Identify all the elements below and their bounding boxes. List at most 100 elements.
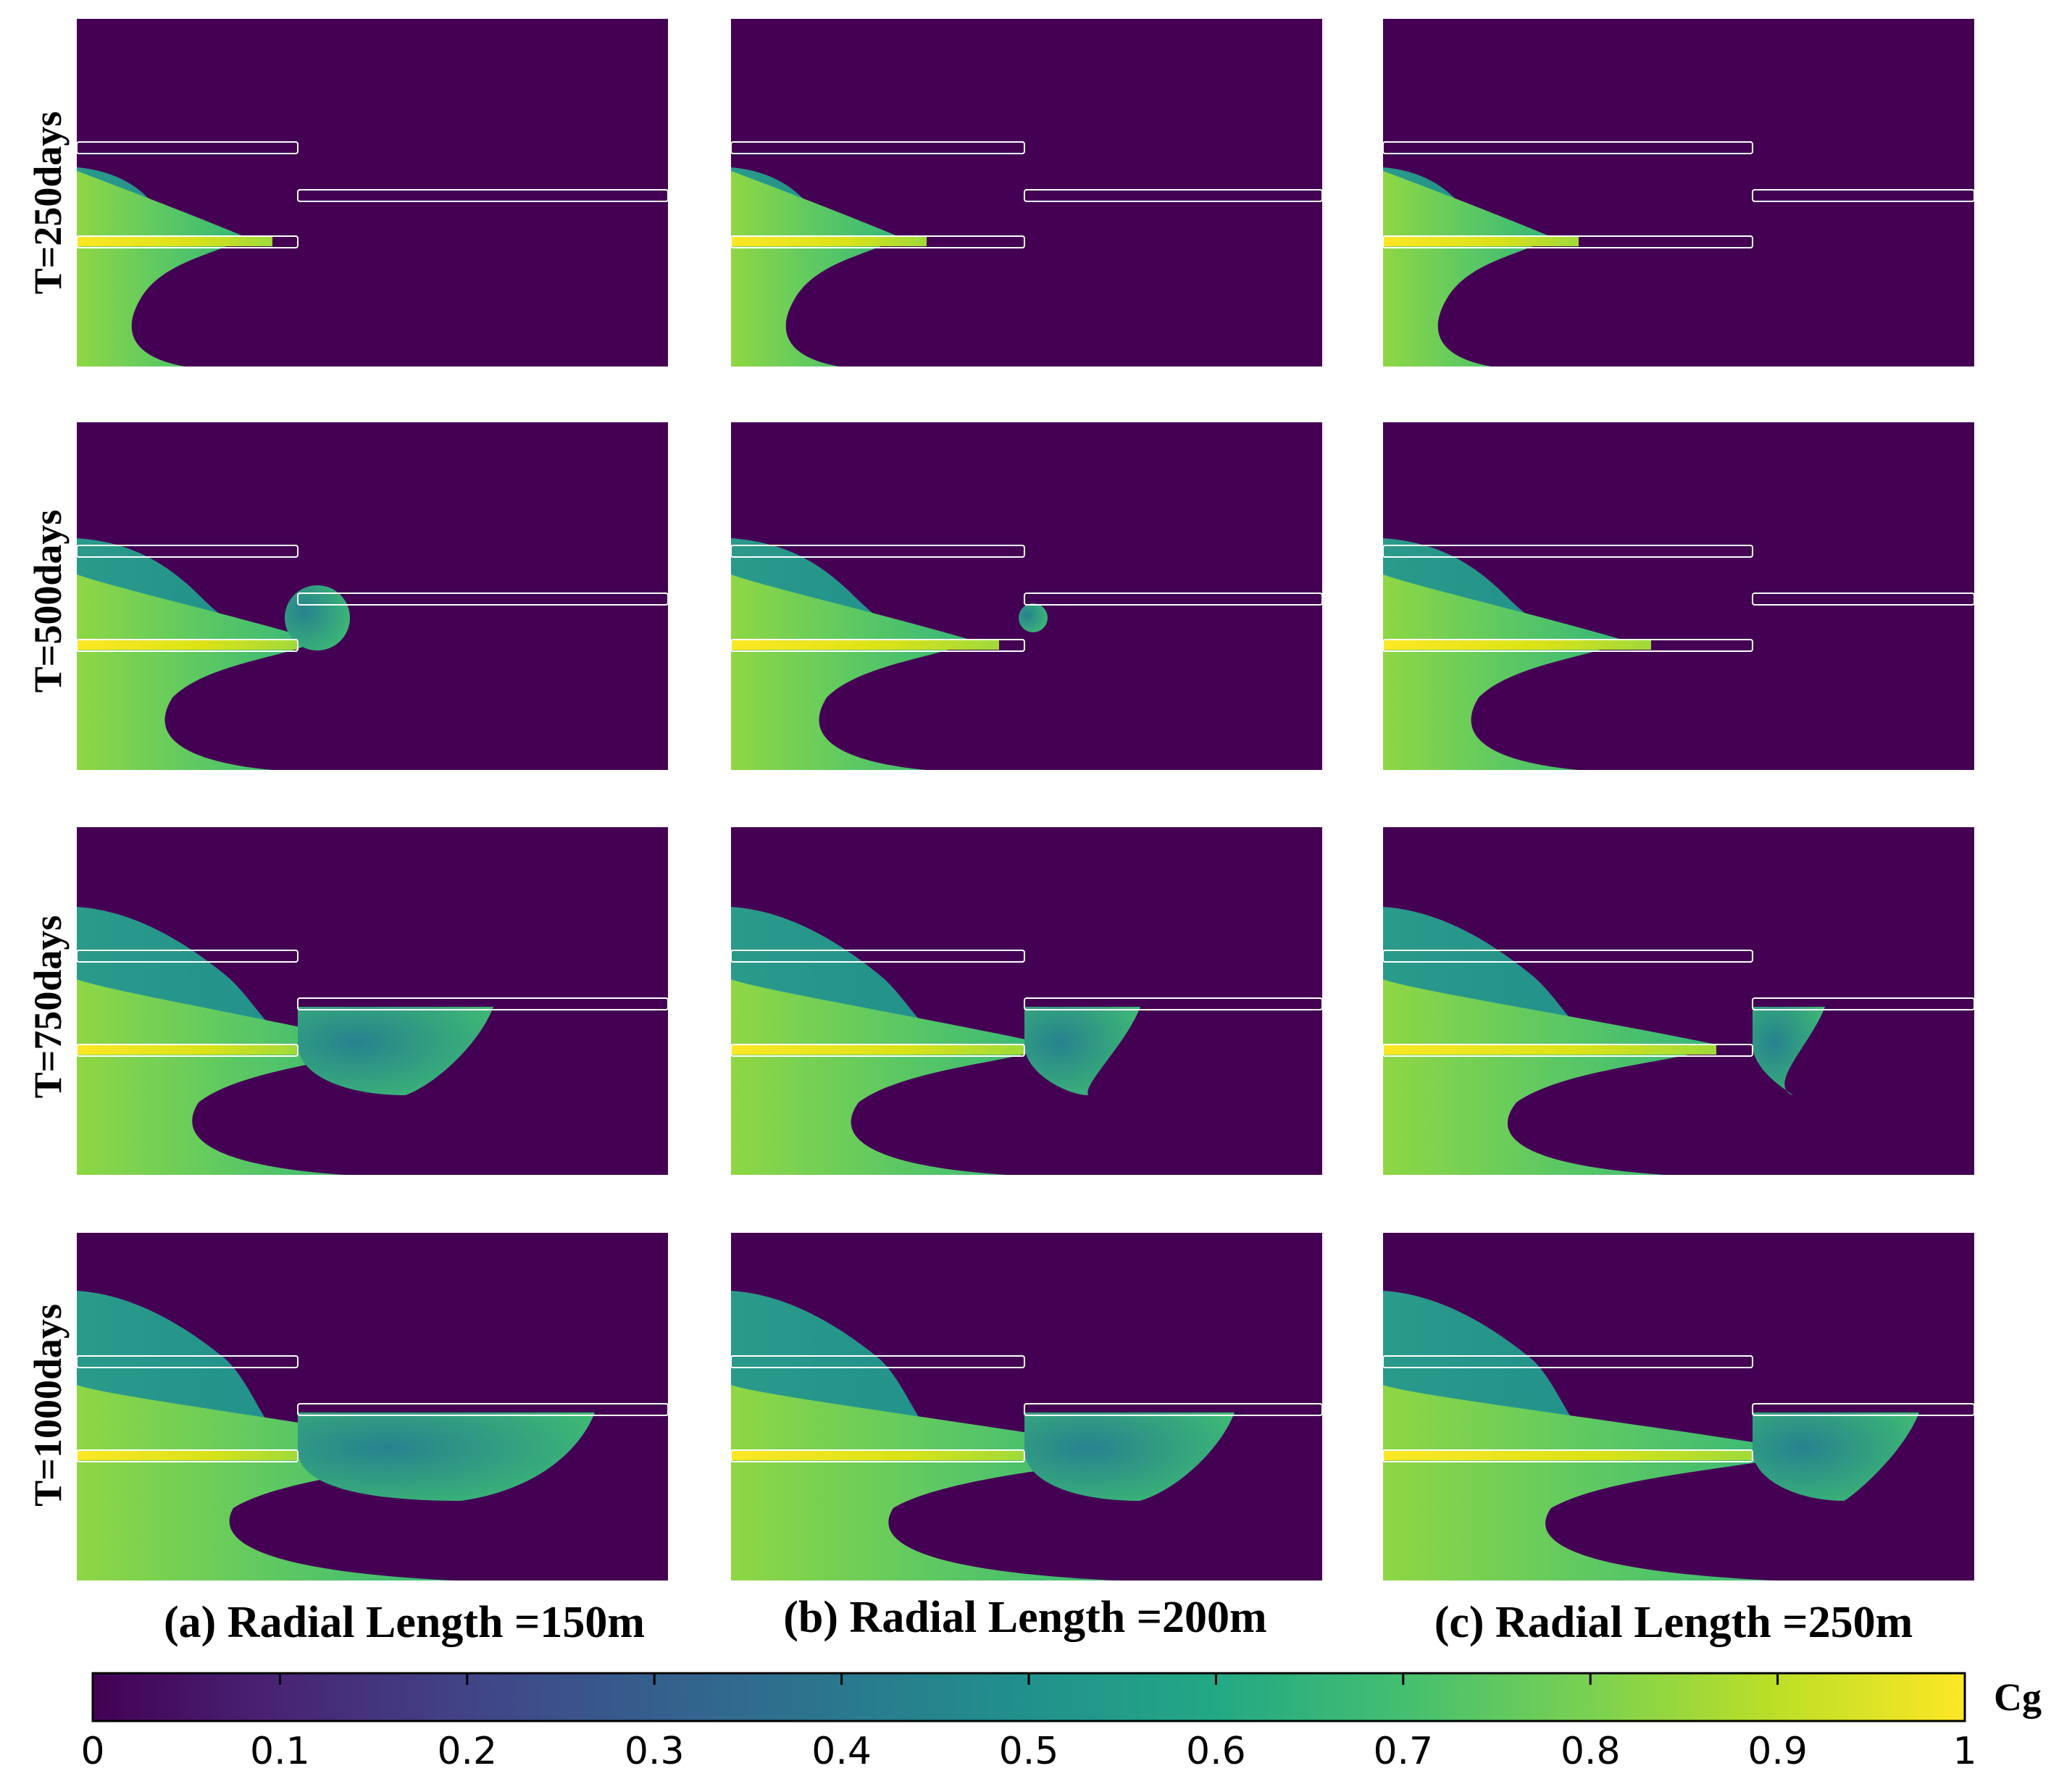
upper-fracture (77, 950, 298, 963)
row-label-t250: T=250days (26, 111, 70, 295)
lower-fracture (731, 235, 1025, 248)
fracture-high-band (1383, 236, 1579, 246)
lower-fracture (1383, 235, 1753, 248)
mid-fracture-plume (1019, 603, 1048, 632)
upper-fracture (1383, 545, 1753, 558)
upper-fracture (1383, 1355, 1753, 1368)
fracture-high-band (77, 1044, 298, 1055)
fracture-high-band (1383, 1044, 1716, 1055)
column-label-a: (a) Radial Length =150m (164, 1598, 645, 1647)
contour-plot (77, 827, 668, 1175)
middle-fracture (1024, 1403, 1322, 1416)
domain-background (1383, 19, 1974, 367)
lower-fracture (1383, 639, 1753, 652)
upper-fracture (77, 141, 298, 154)
contour-plot (77, 1233, 668, 1580)
contour-plot (1383, 1233, 1974, 1580)
lower-fracture (77, 1044, 298, 1057)
lower-fracture (1383, 1449, 1753, 1462)
middle-fracture (1752, 1403, 1974, 1416)
middle-fracture (1752, 593, 1974, 606)
colorbar-title: Cg (1994, 1675, 2042, 1719)
middle-fracture (297, 593, 668, 606)
contour-plot (1383, 827, 1974, 1175)
lower-plume (77, 171, 243, 367)
middle-fracture (1752, 189, 1974, 202)
upper-fracture (731, 1355, 1025, 1368)
fracture-high-band (731, 1044, 1024, 1055)
mid-fracture-plume (1753, 1412, 1919, 1501)
panel-t500-c (1383, 422, 1974, 770)
fracture-high-band (1383, 640, 1651, 650)
contour-plot (77, 19, 668, 367)
lower-fracture (731, 639, 1025, 652)
domain-background (731, 19, 1322, 367)
mid-fracture-plume (298, 1007, 493, 1095)
contour-plot (731, 422, 1322, 770)
panel-t250-c (1383, 19, 1974, 367)
upper-fracture (731, 141, 1025, 154)
mid-fracture-plume (1024, 1412, 1235, 1501)
panel-t750-c (1383, 827, 1974, 1175)
contour-plot (1383, 19, 1974, 367)
panel-t250-a (77, 19, 668, 367)
lower-fracture (731, 1449, 1025, 1462)
column-label-c: (c) Radial Length =250m (1434, 1598, 1913, 1647)
fracture-high-band (731, 1450, 1024, 1460)
colorbar-tick-label: 0.9 (1747, 1730, 1808, 1773)
middle-fracture (1024, 997, 1322, 1010)
panel-t750-b (731, 827, 1322, 1175)
contour-plot (731, 19, 1322, 367)
row-label-t500: T=500days (26, 509, 70, 693)
upper-fracture (77, 545, 298, 558)
contour-plot (731, 827, 1322, 1175)
colorbar-tick-label: 0.2 (437, 1730, 498, 1773)
mid-fracture-plume (1753, 1007, 1825, 1095)
lower-plume (77, 574, 316, 770)
lower-plume (731, 979, 1050, 1175)
row-label-t750: T=750days (26, 915, 70, 1099)
colorbar-tick-label: 0.6 (1186, 1730, 1246, 1773)
contour-plot (731, 1233, 1322, 1580)
lower-plume (731, 574, 970, 770)
upper-fracture (77, 1355, 298, 1368)
lower-plume (1383, 171, 1550, 367)
colorbar-tick-label: 0.8 (1560, 1730, 1621, 1773)
mid-fracture-plume (285, 585, 350, 650)
lower-plume (731, 171, 898, 367)
colorbar-ticks (91, 1673, 1966, 1685)
middle-fracture (297, 189, 668, 202)
upper-fracture (1383, 950, 1753, 963)
colorbar-tick-label: 0.7 (1373, 1730, 1434, 1773)
lower-plume (731, 1385, 1137, 1580)
lower-plume (1383, 979, 1716, 1175)
lower-fracture (1383, 1044, 1753, 1057)
colorbar-tick-label: 1 (1952, 1730, 1977, 1773)
lower-plume (77, 1385, 468, 1580)
colorbar-tick-label: 0.4 (811, 1730, 872, 1773)
lower-plume (1383, 1385, 1803, 1580)
contour-plot (1383, 422, 1974, 770)
contour-plot (77, 422, 668, 770)
fracture-high-band (1383, 1450, 1753, 1460)
panel-t1000-a (77, 1233, 668, 1580)
middle-fracture (1024, 593, 1322, 606)
fracture-high-band (77, 1450, 298, 1460)
colorbar-gradient (91, 1672, 1966, 1722)
colorbar-tick-label: 0.1 (250, 1730, 310, 1773)
lower-fracture (77, 1449, 298, 1462)
mid-fracture-plume (298, 1412, 595, 1501)
middle-fracture (297, 997, 668, 1010)
lower-fracture (731, 1044, 1025, 1057)
lower-fracture (77, 235, 298, 248)
fracture-high-band (77, 640, 298, 650)
panel-t1000-b (731, 1233, 1322, 1580)
column-label-b: (b) Radial Length =200m (783, 1593, 1267, 1642)
middle-fracture (1024, 189, 1322, 202)
row-label-t1000: T=1000days (26, 1304, 70, 1507)
colorbar-tick-label: 0.3 (624, 1730, 685, 1773)
fracture-high-band (77, 236, 272, 246)
lower-plume (1383, 574, 1622, 770)
domain-background (77, 19, 668, 367)
panel-t500-a (77, 422, 668, 770)
